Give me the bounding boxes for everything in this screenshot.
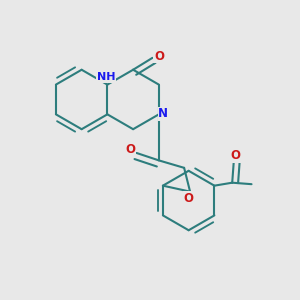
Text: O: O <box>154 50 164 63</box>
Text: O: O <box>230 149 240 162</box>
Text: N: N <box>158 107 168 120</box>
Text: NH: NH <box>97 72 115 82</box>
Text: O: O <box>125 143 135 156</box>
Text: O: O <box>184 192 194 205</box>
